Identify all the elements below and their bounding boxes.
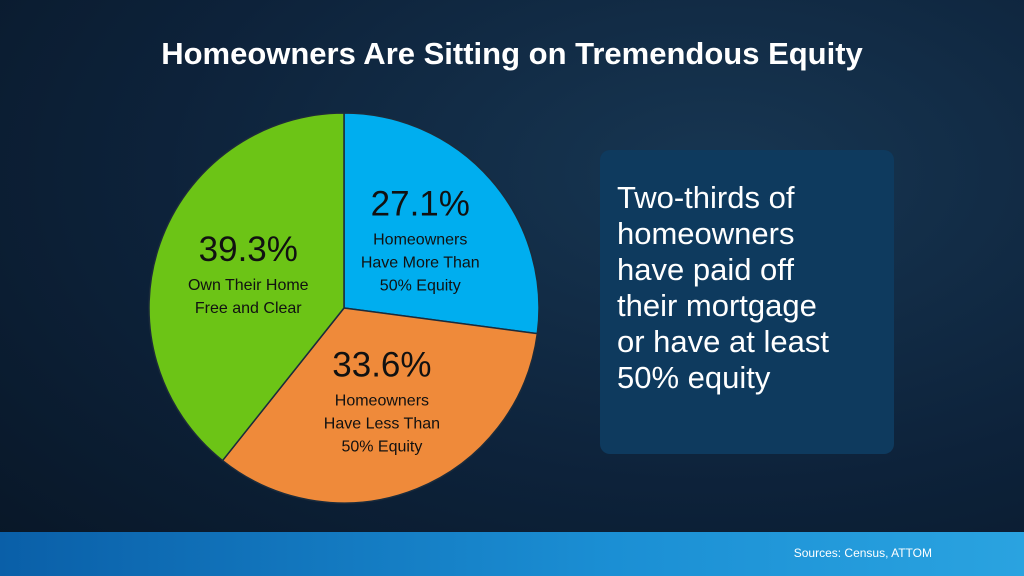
callout-line: have paid off bbox=[617, 252, 794, 287]
source-note: Sources: Census, ATTOM bbox=[793, 546, 932, 560]
category-label: Own Their Home Free and Clear bbox=[187, 276, 309, 317]
pie-slice bbox=[221, 307, 539, 504]
pie-slice bbox=[343, 112, 540, 335]
slice-label: 39.3% Own Their Home Free and Clear bbox=[178, 230, 318, 320]
category-label: Homeowners Have More Than 50% Equity bbox=[360, 231, 480, 295]
slice-label: 27.1% Homeowners Have More Than 50% Equit… bbox=[356, 185, 484, 298]
callout-line: their mortgage bbox=[617, 288, 817, 323]
category-label: Homeowners Have Less Than 50% Equity bbox=[323, 392, 441, 456]
callout-line: homeowners bbox=[617, 216, 795, 251]
value-label: 39.3% bbox=[198, 229, 298, 269]
callout-line: 50% equity bbox=[617, 360, 771, 395]
footer-bar bbox=[0, 532, 1024, 576]
pie-slice bbox=[148, 112, 345, 462]
callout-box: Two-thirds of homeowners have paid off thei… bbox=[600, 150, 894, 454]
value-label: 33.6% bbox=[332, 345, 432, 385]
slice-label: 33.6% Homeowners Have Less Than 50% Equit… bbox=[318, 346, 446, 459]
value-label: 27.1% bbox=[370, 184, 470, 224]
chart-title: Homeowners Are Sitting on Tremendous Equ… bbox=[161, 36, 863, 71]
callout-line: Two-thirds of bbox=[617, 180, 795, 215]
callout-line: or have at least bbox=[617, 324, 829, 359]
